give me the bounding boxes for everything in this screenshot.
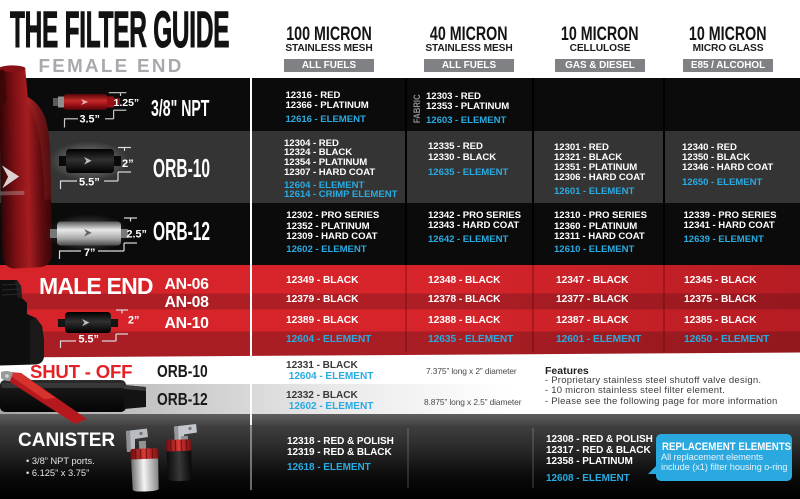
svg-text:7”: 7” <box>84 247 95 259</box>
svg-text:5.5”: 5.5” <box>79 334 99 346</box>
svg-text:2”: 2” <box>122 158 134 170</box>
svg-text:2”: 2” <box>128 315 139 327</box>
svg-text:3.5”: 3.5” <box>80 114 100 126</box>
svg-text:5.5”: 5.5” <box>79 177 100 189</box>
svg-text:1.25”: 1.25” <box>114 97 140 109</box>
svg-text:2.5”: 2.5” <box>127 229 147 241</box>
